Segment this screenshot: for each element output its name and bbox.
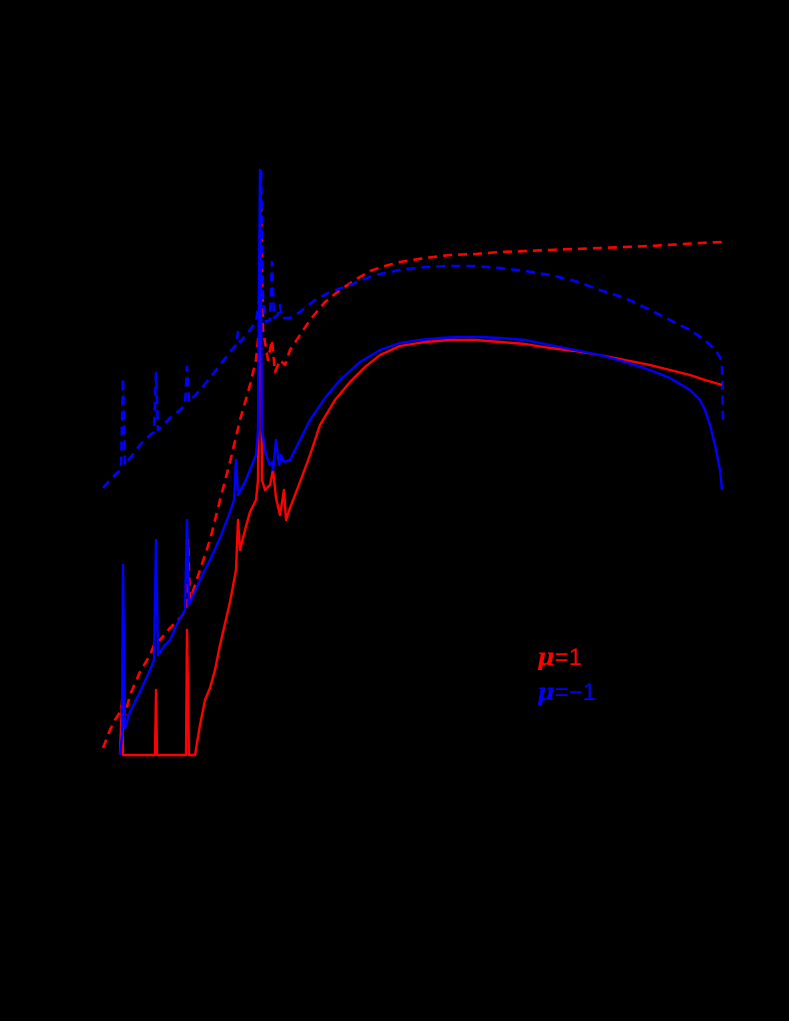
series-line-2 (118, 213, 723, 757)
legend-value: =1 (554, 644, 582, 671)
legend-symbol: μ (537, 642, 555, 671)
legend: μ=1 μ=−1 (537, 640, 596, 710)
legend-item-mu-1: μ=1 (537, 640, 596, 675)
legend-symbol: μ (537, 677, 555, 706)
series-layer (101, 168, 725, 757)
legend-item-mu-minus-1: μ=−1 (537, 675, 596, 710)
series-line-1 (102, 168, 725, 489)
series-line-3 (118, 168, 724, 756)
legend-value: =−1 (554, 679, 596, 706)
